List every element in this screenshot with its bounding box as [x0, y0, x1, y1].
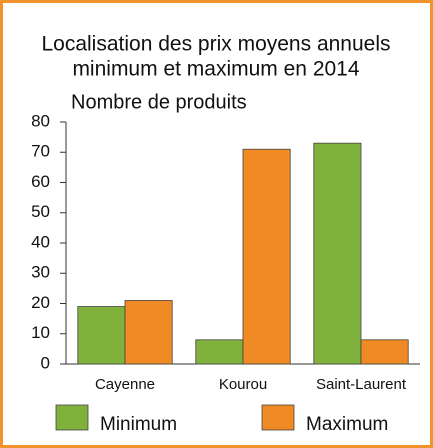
bar — [313, 142, 362, 365]
legend-swatch — [55, 404, 89, 431]
x-tick-label: Saint-Laurent — [316, 376, 407, 393]
bar — [360, 339, 409, 365]
bar — [124, 300, 173, 365]
bar — [77, 306, 126, 365]
legend-label: Maximum — [306, 414, 388, 435]
y-tick-label: 70 — [31, 142, 50, 161]
y-axis-title: Nombre de produits — [71, 91, 247, 113]
x-tick-label: Kourou — [219, 376, 267, 393]
y-tick-label: 80 — [31, 111, 50, 130]
chart-title: Localisation des prix moyens annuels — [41, 33, 390, 56]
bar — [242, 148, 291, 365]
x-tick-label: Cayenne — [95, 376, 155, 393]
y-tick-label: 40 — [31, 232, 50, 251]
y-tick-label: 30 — [31, 263, 50, 282]
y-tick-label: 50 — [31, 202, 50, 221]
bar — [195, 339, 244, 365]
y-tick-label: 60 — [31, 172, 50, 191]
chart-title: minimum et maximum en 2014 — [72, 58, 359, 81]
legend-label: Minimum — [100, 414, 177, 435]
y-tick-label: 20 — [31, 293, 50, 312]
y-tick-label: 0 — [41, 353, 50, 372]
legend-swatch — [261, 404, 295, 431]
y-tick-label: 10 — [31, 323, 50, 342]
